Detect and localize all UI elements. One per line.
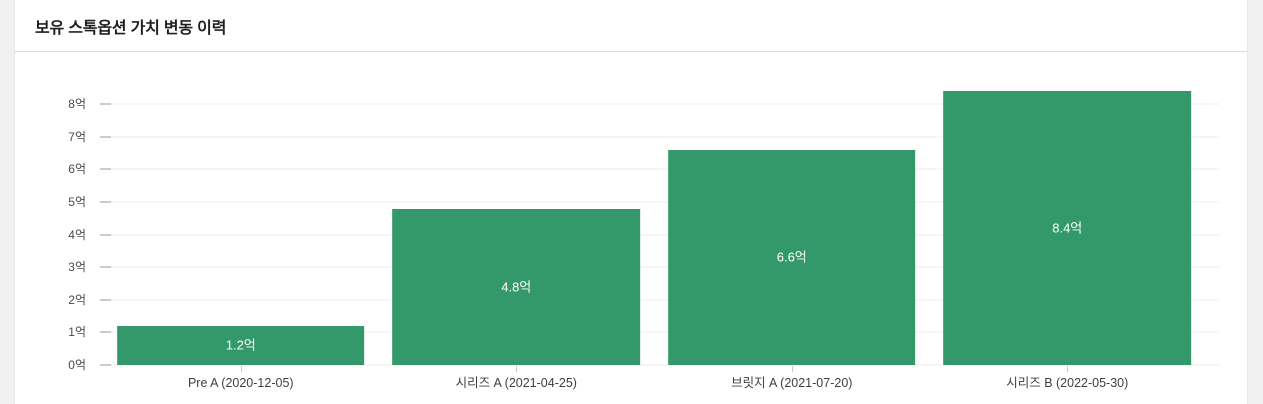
y-axis-label: 1억 [68,325,86,340]
x-axis-tick [791,366,793,372]
y-axis-label: 6억 [68,162,86,177]
y-axis-tick [100,136,111,138]
y-axis-label: 3억 [68,260,86,275]
bar[interactable]: 8.4억 [943,91,1192,365]
x-axis-tick [516,366,518,372]
bar-value-label: 6.6억 [776,249,807,265]
bar-chart: 0억 1억 2억 3억 4억 5억 6억 7억 8억 1.2억 Pre A (2020-12-05)… [15,52,1247,404]
bar[interactable]: 1.2억 [116,325,365,365]
y-axis-tick [100,364,111,366]
bar-value-label: 1.2억 [225,337,256,353]
y-axis-tick [100,331,111,333]
y-axis-tick [100,266,111,268]
gridline [100,234,1219,236]
x-axis-label: 시리즈 B (2022-05-30) [1006,376,1129,390]
y-axis-label: 4억 [68,227,86,242]
x-axis-label: 시리즈 A (2021-04-25) [455,376,577,390]
chart-card: 보유 스톡옵션 가치 변동 이력 0억 1억 2억 3억 4억 5억 6억 7억 8억 1.2억 P… [14,0,1248,404]
plot-area: 0억 1억 2억 3억 4억 5억 6억 7억 8억 1.2억 Pre A (2020-12-05)… [68,88,1219,389]
gridline [100,103,1219,105]
bar[interactable]: 4.8억 [392,208,641,365]
gridline [100,266,1219,268]
bar-band: 1.2억 Pre A (2020-12-05) [103,88,379,389]
y-axis-tick [100,103,111,105]
y-axis-tick [100,234,111,236]
x-axis-label: 브릿지 A (2021-07-20) [731,376,853,390]
card-header: 보유 스톡옵션 가치 변동 이력 [15,0,1247,52]
card-title: 보유 스톡옵션 가치 변동 이력 [35,19,227,37]
x-axis-label: Pre A (2020-12-05) [187,376,294,390]
gridline [100,299,1219,301]
y-axis-tick [100,201,111,203]
y-axis-tick [100,299,111,301]
gridline [100,136,1219,138]
x-axis-tick [1067,366,1069,372]
gridline [100,168,1219,170]
bar[interactable]: 6.6억 [667,149,916,365]
y-axis-label: 7억 [68,129,86,144]
y-axis-label: 8억 [68,97,86,112]
bar-value-label: 8.4억 [1052,220,1083,236]
y-axis-label: 0억 [68,358,86,372]
bar-value-label: 4.8억 [501,279,532,295]
gridline [100,331,1219,333]
gridline [100,201,1219,203]
x-axis-tick [240,366,242,372]
gridline [100,364,1219,366]
y-axis-label: 5억 [68,195,86,210]
y-axis-label: 2억 [68,292,86,307]
y-axis-tick [100,168,111,170]
